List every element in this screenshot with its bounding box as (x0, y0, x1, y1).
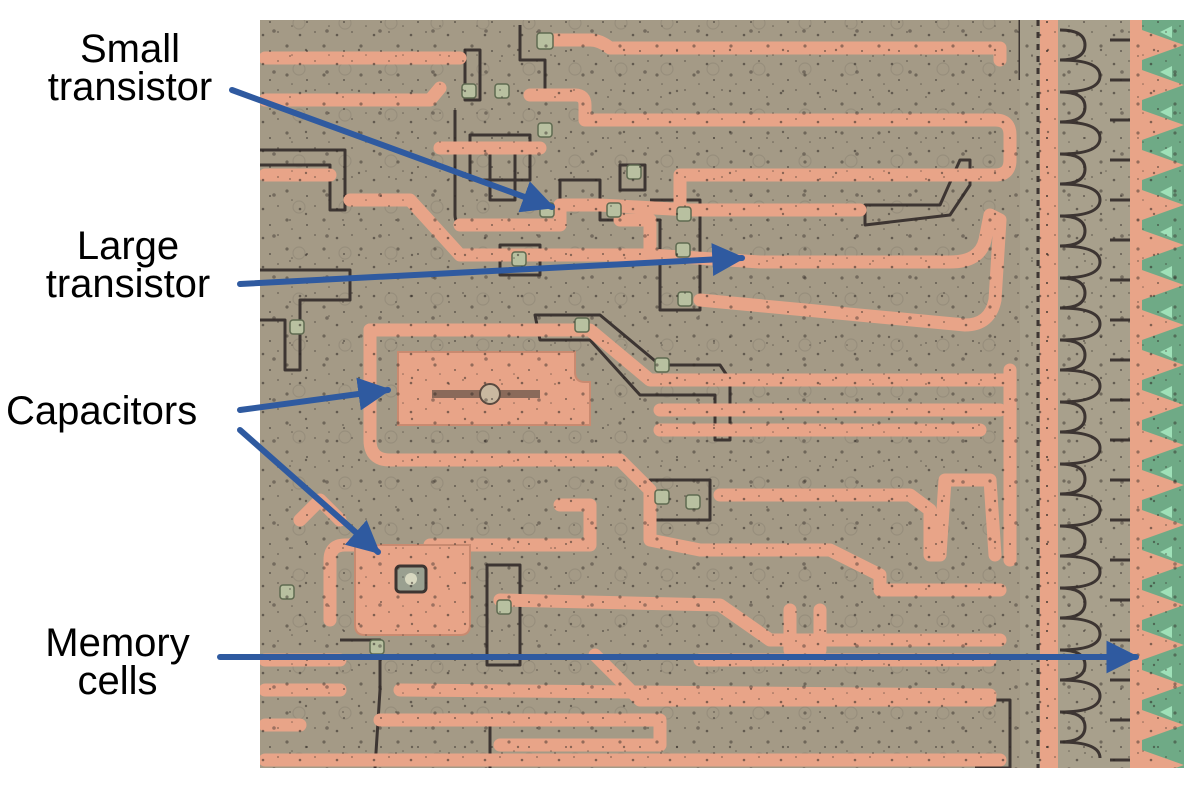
label-small-transistor-line2: transistor (47, 65, 213, 109)
label-capacitors: Capacitors (6, 389, 232, 433)
label-large-transistor-line1: Large (76, 224, 180, 268)
label-small-transistor-line1: Small (79, 27, 181, 71)
label-memory-cells-line1: Memory (45, 621, 190, 665)
label-large-transistor-line2: transistor (45, 262, 211, 306)
label-memory-cells: Memory cells (30, 621, 205, 703)
label-large-transistor: Large transistor (28, 224, 228, 306)
label-memory-cells-line2: cells (77, 659, 158, 703)
label-capacitors-line1: Capacitors (6, 389, 198, 433)
label-small-transistor: Small transistor (30, 27, 230, 109)
